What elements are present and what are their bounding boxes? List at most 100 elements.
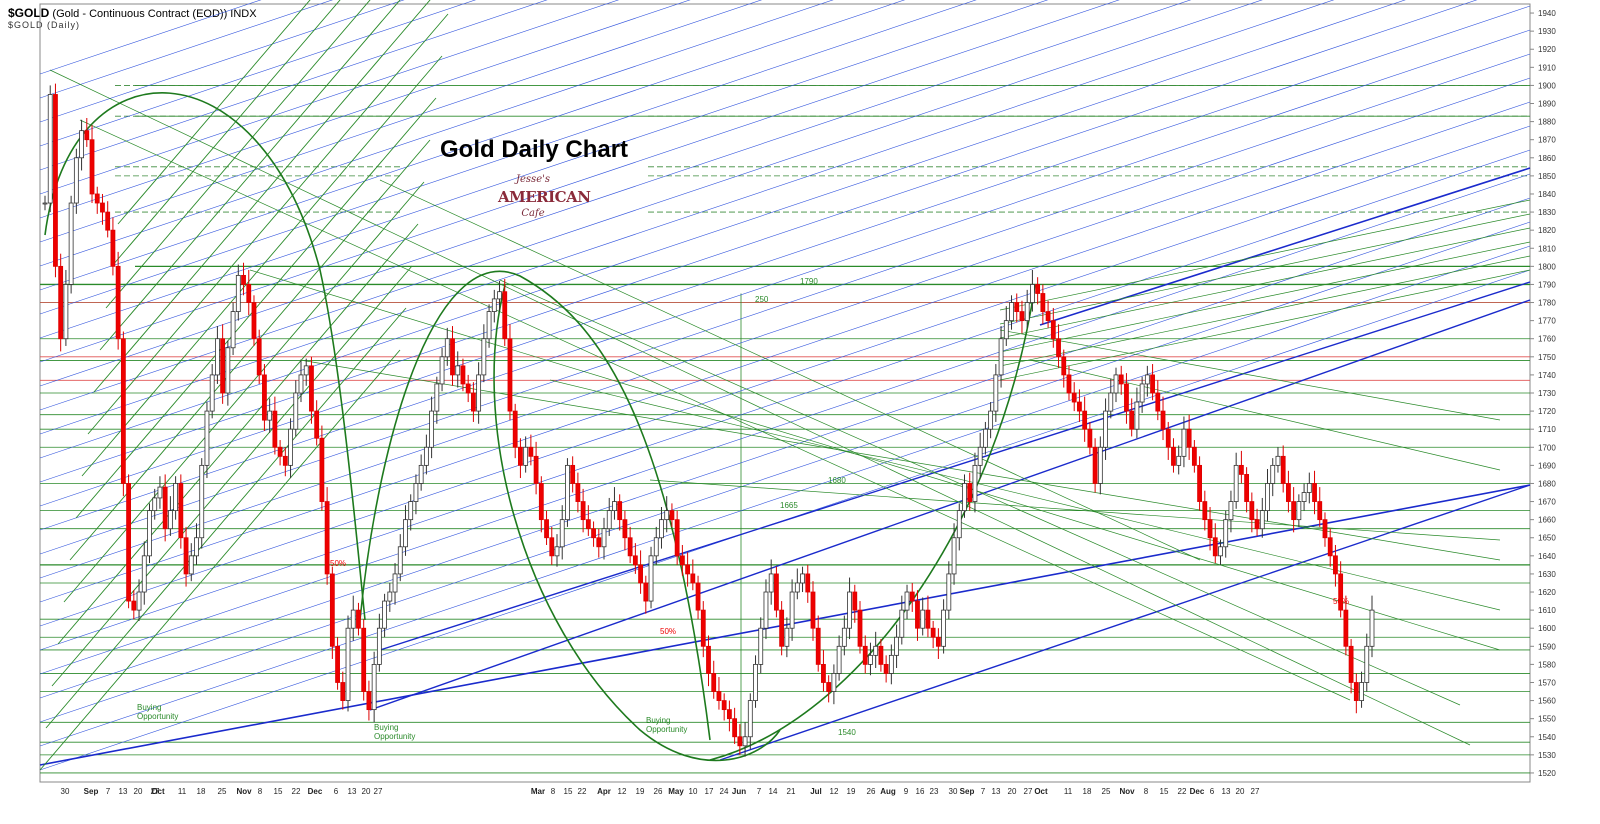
candle-body <box>126 483 131 602</box>
x-tick-label: 15 <box>564 787 573 796</box>
candle <box>1134 387 1140 439</box>
candle <box>580 488 586 533</box>
candle <box>329 566 335 659</box>
green-falling-line <box>249 269 1501 651</box>
candle <box>110 217 116 276</box>
candle-body <box>747 700 753 738</box>
candle <box>1296 494 1302 527</box>
candle <box>298 360 304 403</box>
candle-body <box>1035 284 1041 294</box>
candle-body <box>774 573 779 611</box>
candle-body <box>1275 455 1281 466</box>
candle-body <box>329 573 335 647</box>
candle <box>1270 458 1276 497</box>
candle <box>126 474 131 609</box>
candle <box>643 575 649 614</box>
candle-body <box>68 202 74 285</box>
x-tick-label: 8 <box>258 787 263 796</box>
candle-body <box>888 654 894 674</box>
candle <box>58 253 64 352</box>
candle-body <box>1003 320 1009 340</box>
y-tick-label: 1550 <box>1538 715 1556 724</box>
candle-body <box>471 392 476 412</box>
candle-body <box>162 486 168 530</box>
candle-body <box>538 483 544 521</box>
candle <box>523 436 529 473</box>
candle <box>706 635 711 687</box>
candle <box>815 615 821 672</box>
blue-trend-line <box>39 0 1192 387</box>
y-tick-label: 1700 <box>1538 443 1556 452</box>
major-blue-trend-line <box>719 484 1531 761</box>
candle-body <box>580 501 586 521</box>
candle <box>382 593 387 638</box>
blue-trend-line <box>39 0 548 171</box>
candle <box>737 724 743 755</box>
candle <box>1343 595 1349 656</box>
green-falling-line <box>999 329 1501 421</box>
candle <box>455 351 461 388</box>
candle <box>235 264 241 321</box>
y-tick-label: 1790 <box>1538 280 1556 289</box>
x-tick-label: 13 <box>348 787 357 796</box>
candle <box>361 619 367 701</box>
candle <box>183 526 189 587</box>
x-tick-label: 7 <box>757 787 762 796</box>
candle <box>1254 508 1260 536</box>
candle <box>1045 300 1051 328</box>
buying-opportunity-label: Buying Opportunity <box>137 703 178 721</box>
blue-trend-line <box>39 0 1335 435</box>
candle-body <box>1233 464 1239 502</box>
x-tick-label: 16 <box>916 787 925 796</box>
blue-trend-line <box>39 53 1531 555</box>
x-tick-label: Dec <box>1190 787 1205 796</box>
candle <box>1207 506 1213 551</box>
candle-body <box>262 374 267 421</box>
candle-body <box>324 501 330 575</box>
candle-body <box>1286 483 1291 502</box>
candle <box>63 269 69 346</box>
candle-body <box>732 718 738 738</box>
candle <box>215 326 220 384</box>
candle <box>747 693 753 750</box>
candle <box>1155 380 1161 421</box>
candle <box>956 503 962 551</box>
candle-body <box>220 338 226 394</box>
candle-body <box>434 383 440 412</box>
candle <box>460 358 466 392</box>
candles <box>42 83 1375 757</box>
candle <box>768 559 774 605</box>
cycle-arc <box>359 270 711 741</box>
candle <box>1024 289 1030 328</box>
y-tick-label: 1750 <box>1538 353 1556 362</box>
candle <box>262 364 267 431</box>
y-tick-label: 1820 <box>1538 226 1556 235</box>
candle-body <box>794 582 800 593</box>
candle <box>648 546 654 609</box>
x-tick-label: Sep <box>960 787 975 796</box>
candle <box>533 441 539 495</box>
candle <box>1322 512 1328 547</box>
blue-trend-line <box>39 0 405 123</box>
candle-body <box>1160 410 1166 430</box>
chart-header: $GOLD (Gold - Continuous Contract (EOD))… <box>8 6 257 20</box>
candle-body <box>309 365 314 412</box>
candle <box>199 458 205 549</box>
candle-body <box>659 519 664 539</box>
candle-body <box>716 691 722 701</box>
candle-body <box>1139 383 1145 403</box>
candle <box>1050 307 1056 348</box>
candle <box>324 487 330 585</box>
candle <box>1181 416 1187 468</box>
candle <box>387 582 393 612</box>
candle <box>810 581 816 641</box>
candle <box>439 347 445 392</box>
green-trend-line <box>81 55 443 477</box>
candle <box>476 362 482 424</box>
candle <box>1103 398 1108 460</box>
blue-trend-line <box>39 0 834 267</box>
candle-body <box>199 464 205 539</box>
candle <box>225 340 231 406</box>
candle-body <box>706 645 711 674</box>
candle-body <box>956 510 962 539</box>
